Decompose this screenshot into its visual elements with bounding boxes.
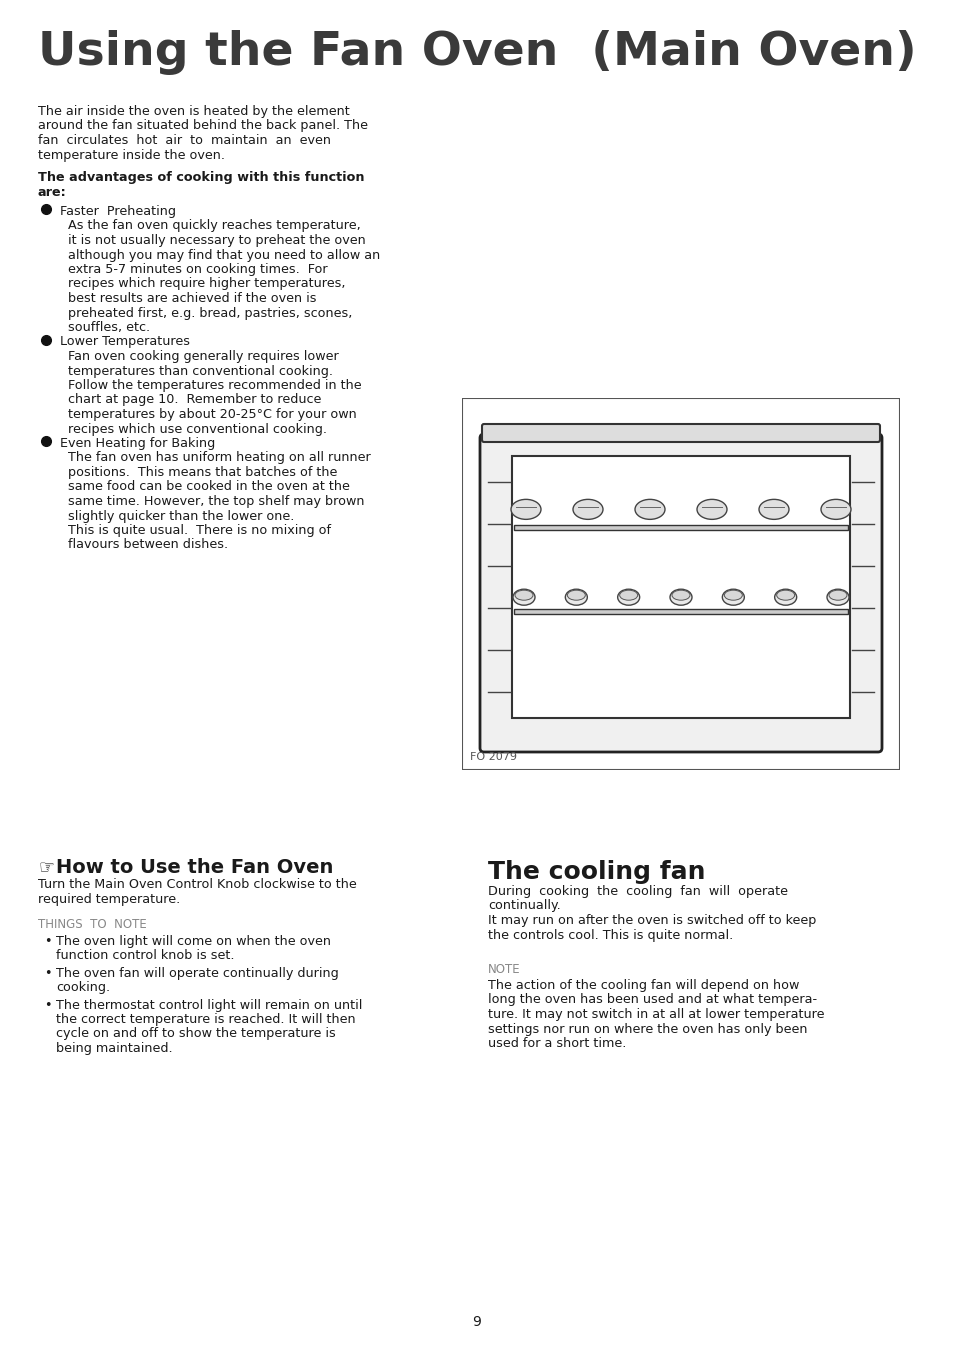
Text: same time. However, the top shelf may brown: same time. However, the top shelf may br…: [68, 494, 364, 508]
Ellipse shape: [697, 500, 726, 519]
Ellipse shape: [511, 500, 540, 519]
Ellipse shape: [776, 590, 794, 600]
Text: although you may find that you need to allow an: although you may find that you need to a…: [68, 249, 380, 262]
Text: Turn the Main Oven Control Knob clockwise to the: Turn the Main Oven Control Knob clockwis…: [38, 878, 356, 892]
Text: During  cooking  the  cooling  fan  will  operate: During cooking the cooling fan will oper…: [488, 885, 787, 898]
Text: •: •: [44, 998, 51, 1012]
Ellipse shape: [671, 590, 689, 600]
Text: The action of the cooling fan will depend on how: The action of the cooling fan will depen…: [488, 979, 799, 992]
Ellipse shape: [513, 589, 535, 605]
Text: being maintained.: being maintained.: [56, 1042, 172, 1055]
Text: The oven fan will operate continually during: The oven fan will operate continually du…: [56, 966, 338, 979]
Bar: [512, 457, 849, 717]
Text: Faster  Preheating: Faster Preheating: [60, 205, 175, 218]
Ellipse shape: [515, 590, 533, 600]
Text: function control knob is set.: function control knob is set.: [56, 948, 234, 962]
Text: fan  circulates  hot  air  to  maintain  an  even: fan circulates hot air to maintain an ev…: [38, 134, 331, 147]
Text: Follow the temperatures recommended in the: Follow the temperatures recommended in t…: [68, 380, 361, 392]
Text: required temperature.: required temperature.: [38, 893, 180, 905]
Text: used for a short time.: used for a short time.: [488, 1038, 626, 1050]
Text: Lower Temperatures: Lower Temperatures: [60, 335, 190, 349]
Text: it is not usually necessary to preheat the oven: it is not usually necessary to preheat t…: [68, 234, 365, 247]
Text: FO 2079: FO 2079: [470, 753, 517, 762]
Ellipse shape: [619, 590, 637, 600]
Text: This is quite usual.  There is no mixing of: This is quite usual. There is no mixing …: [68, 524, 331, 536]
Text: The fan oven has uniform heating on all runner: The fan oven has uniform heating on all …: [68, 451, 371, 465]
Text: Even Heating for Baking: Even Heating for Baking: [60, 436, 215, 450]
Text: It may run on after the oven is switched off to keep: It may run on after the oven is switched…: [488, 915, 816, 927]
Ellipse shape: [828, 590, 846, 600]
Text: the correct temperature is reached. It will then: the correct temperature is reached. It w…: [56, 1013, 355, 1025]
Text: Fan oven cooking generally requires lower: Fan oven cooking generally requires lowe…: [68, 350, 338, 363]
Text: continually.: continually.: [488, 900, 560, 912]
Ellipse shape: [821, 500, 850, 519]
Text: •: •: [44, 966, 51, 979]
Ellipse shape: [617, 589, 639, 605]
Ellipse shape: [567, 590, 585, 600]
FancyBboxPatch shape: [479, 434, 882, 753]
Text: recipes which use conventional cooking.: recipes which use conventional cooking.: [68, 423, 327, 435]
FancyBboxPatch shape: [481, 424, 879, 442]
Text: As the fan oven quickly reaches temperature,: As the fan oven quickly reaches temperat…: [68, 219, 360, 232]
Ellipse shape: [774, 589, 796, 605]
Text: slightly quicker than the lower one.: slightly quicker than the lower one.: [68, 509, 294, 523]
Text: The advantages of cooking with this function: The advantages of cooking with this func…: [38, 172, 364, 184]
Text: recipes which require higher temperatures,: recipes which require higher temperature…: [68, 277, 345, 290]
Ellipse shape: [669, 589, 691, 605]
Text: ☞: ☞: [38, 858, 54, 875]
Text: •: •: [44, 935, 51, 947]
Text: souffles, etc.: souffles, etc.: [68, 322, 150, 334]
Text: THINGS  TO  NOTE: THINGS TO NOTE: [38, 919, 147, 931]
Text: the controls cool. This is quite normal.: the controls cool. This is quite normal.: [488, 928, 733, 942]
Ellipse shape: [826, 589, 848, 605]
Text: chart at page 10.  Remember to reduce: chart at page 10. Remember to reduce: [68, 393, 321, 407]
Bar: [514, 526, 847, 531]
Text: temperatures than conventional cooking.: temperatures than conventional cooking.: [68, 365, 333, 377]
Text: temperature inside the oven.: temperature inside the oven.: [38, 149, 225, 162]
Text: extra 5-7 minutes on cooking times.  For: extra 5-7 minutes on cooking times. For: [68, 263, 327, 276]
Text: long the oven has been used and at what tempera-: long the oven has been used and at what …: [488, 993, 817, 1006]
Text: 9: 9: [472, 1315, 481, 1329]
Ellipse shape: [723, 590, 741, 600]
Bar: [514, 609, 847, 615]
Ellipse shape: [565, 589, 587, 605]
Text: NOTE: NOTE: [488, 963, 520, 975]
Ellipse shape: [759, 500, 788, 519]
Text: flavours between dishes.: flavours between dishes.: [68, 539, 228, 551]
Text: The cooling fan: The cooling fan: [488, 861, 705, 884]
Text: The air inside the oven is heated by the element: The air inside the oven is heated by the…: [38, 105, 350, 118]
Text: Using the Fan Oven  (Main Oven): Using the Fan Oven (Main Oven): [38, 30, 916, 76]
Text: settings nor run on where the oven has only been: settings nor run on where the oven has o…: [488, 1023, 806, 1035]
Ellipse shape: [635, 500, 664, 519]
Ellipse shape: [573, 500, 602, 519]
Text: positions.  This means that batches of the: positions. This means that batches of th…: [68, 466, 337, 480]
Text: around the fan situated behind the back panel. The: around the fan situated behind the back …: [38, 119, 368, 132]
Text: The oven light will come on when the oven: The oven light will come on when the ove…: [56, 935, 331, 947]
Text: ture. It may not switch in at all at lower temperature: ture. It may not switch in at all at low…: [488, 1008, 823, 1021]
Ellipse shape: [721, 589, 743, 605]
Text: cycle on and off to show the temperature is: cycle on and off to show the temperature…: [56, 1028, 335, 1040]
Text: cooking.: cooking.: [56, 981, 110, 994]
Text: best results are achieved if the oven is: best results are achieved if the oven is: [68, 292, 316, 305]
Text: The thermostat control light will remain on until: The thermostat control light will remain…: [56, 998, 362, 1012]
Text: are:: are:: [38, 185, 67, 199]
Text: How to Use the Fan Oven: How to Use the Fan Oven: [56, 858, 333, 877]
Text: temperatures by about 20-25°C for your own: temperatures by about 20-25°C for your o…: [68, 408, 356, 422]
Text: preheated first, e.g. bread, pastries, scones,: preheated first, e.g. bread, pastries, s…: [68, 307, 352, 319]
Text: same food can be cooked in the oven at the: same food can be cooked in the oven at t…: [68, 481, 350, 493]
